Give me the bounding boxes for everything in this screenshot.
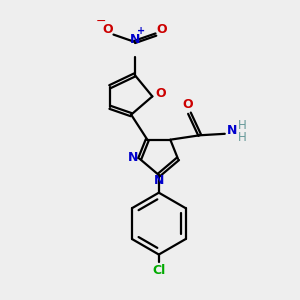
Text: N: N <box>128 151 138 164</box>
Text: H: H <box>238 119 247 132</box>
Text: −: − <box>96 15 106 28</box>
Text: N: N <box>227 124 237 137</box>
Text: O: O <box>102 23 113 36</box>
Text: O: O <box>155 87 166 100</box>
Text: O: O <box>156 23 166 36</box>
Text: O: O <box>183 98 193 111</box>
Text: H: H <box>238 131 247 144</box>
Text: +: + <box>137 26 145 36</box>
Text: N: N <box>154 174 164 187</box>
Text: Cl: Cl <box>152 264 166 277</box>
Text: N: N <box>130 33 140 46</box>
